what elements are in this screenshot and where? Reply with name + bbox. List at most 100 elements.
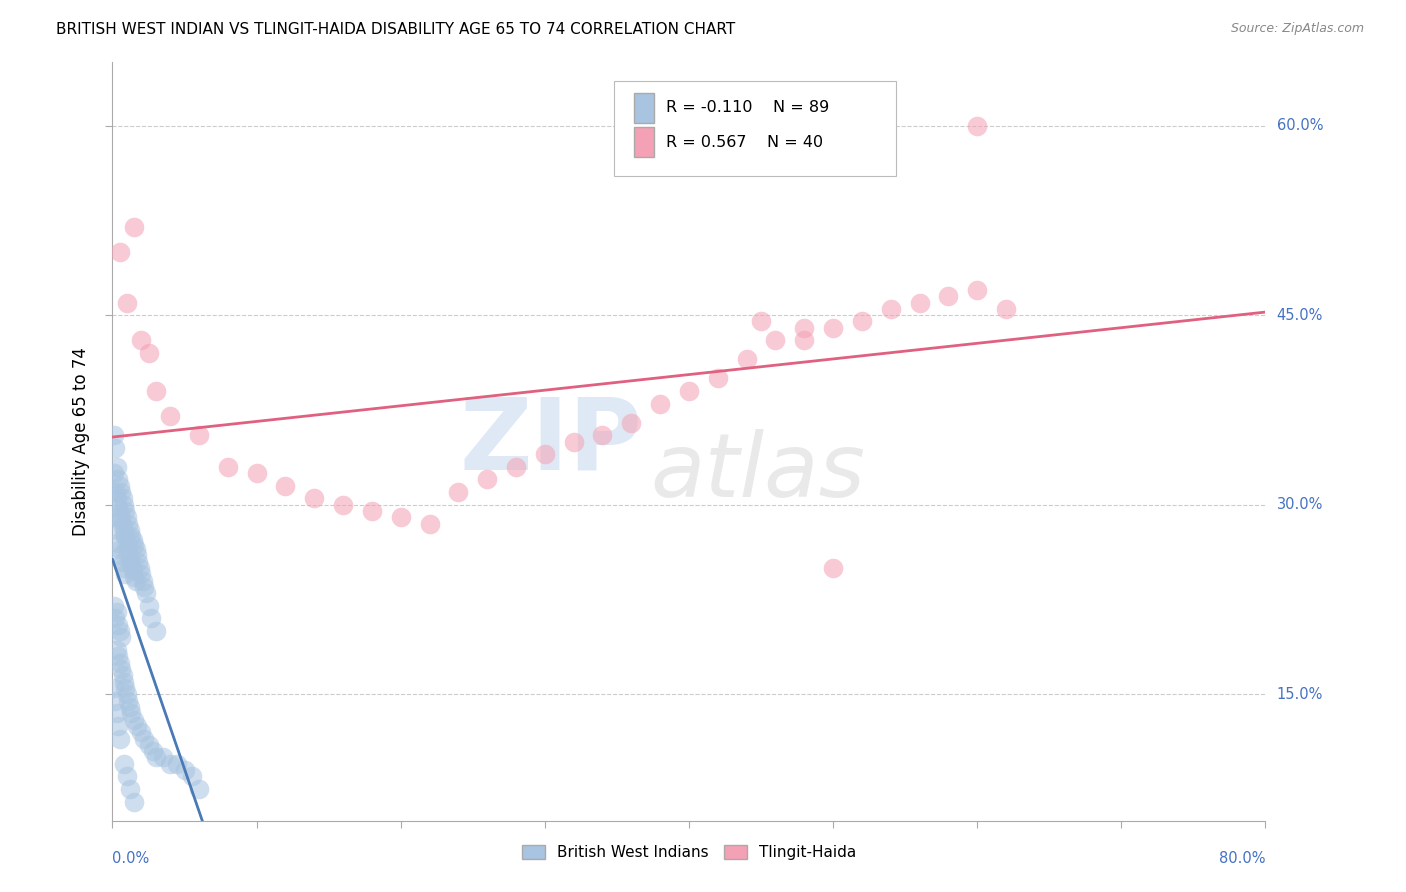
Point <box>103 681 125 695</box>
Point <box>134 580 156 594</box>
Point <box>107 535 129 549</box>
Point <box>145 384 167 398</box>
Point <box>132 574 155 588</box>
Point <box>117 516 139 531</box>
Point <box>908 295 931 310</box>
Point <box>678 384 700 398</box>
Y-axis label: Disability Age 65 to 74: Disability Age 65 to 74 <box>72 347 90 536</box>
Point <box>152 750 174 764</box>
Point <box>110 548 132 563</box>
Point <box>129 725 153 739</box>
Text: 15.0%: 15.0% <box>1277 687 1323 702</box>
Point <box>105 459 128 474</box>
Point <box>112 561 135 575</box>
Point <box>121 533 143 547</box>
Point <box>793 334 815 348</box>
Point <box>108 507 131 521</box>
Point <box>129 567 153 582</box>
Point <box>793 321 815 335</box>
Text: 30.0%: 30.0% <box>1277 497 1323 512</box>
Point <box>118 550 141 565</box>
Point <box>107 500 129 515</box>
Point <box>749 314 772 328</box>
Point <box>103 466 125 480</box>
Point <box>110 662 132 676</box>
Point <box>304 491 326 506</box>
Text: 80.0%: 80.0% <box>1219 851 1265 866</box>
Point <box>118 699 141 714</box>
Point <box>650 396 672 410</box>
Point <box>966 119 988 133</box>
Point <box>389 510 412 524</box>
Point <box>145 624 167 639</box>
Text: 45.0%: 45.0% <box>1277 308 1323 323</box>
Point <box>110 513 132 527</box>
Text: 0.0%: 0.0% <box>112 851 149 866</box>
Point <box>125 719 148 733</box>
Point <box>332 498 354 512</box>
Point <box>129 334 153 348</box>
Point <box>274 479 297 493</box>
Point <box>620 416 643 430</box>
Point <box>104 611 127 625</box>
Text: BRITISH WEST INDIAN VS TLINGIT-HAIDA DISABILITY AGE 65 TO 74 CORRELATION CHART: BRITISH WEST INDIAN VS TLINGIT-HAIDA DIS… <box>56 22 735 37</box>
Point <box>103 428 125 442</box>
Point <box>821 561 844 575</box>
Point <box>107 617 129 632</box>
Point <box>562 434 585 449</box>
Point <box>104 510 127 524</box>
Point <box>115 538 138 552</box>
Point <box>105 523 128 537</box>
Legend: British West Indians, Tlingit-Haida: British West Indians, Tlingit-Haida <box>516 838 862 866</box>
Point <box>159 756 181 771</box>
Point <box>360 504 382 518</box>
Point <box>821 321 844 335</box>
Point <box>447 485 470 500</box>
Point <box>112 674 135 689</box>
Point <box>112 498 135 512</box>
Point <box>108 244 131 259</box>
Point <box>124 574 146 588</box>
Point <box>128 561 150 575</box>
Point <box>127 555 149 569</box>
Point <box>120 529 142 543</box>
Point <box>122 570 145 584</box>
Point <box>111 491 134 506</box>
Point <box>880 301 903 316</box>
Point <box>114 567 136 582</box>
Point <box>475 473 499 487</box>
Point <box>104 441 127 455</box>
Point <box>122 713 145 727</box>
Point <box>180 769 202 783</box>
Point <box>138 738 160 752</box>
Point <box>122 795 145 809</box>
Point <box>188 428 211 442</box>
Point <box>173 763 195 777</box>
FancyBboxPatch shape <box>614 81 897 177</box>
Point <box>117 544 139 558</box>
Point <box>159 409 181 424</box>
Point <box>105 643 128 657</box>
Point <box>104 693 127 707</box>
Point <box>122 538 145 552</box>
Point <box>111 668 134 682</box>
Point <box>115 510 138 524</box>
Point <box>118 523 141 537</box>
Point <box>145 750 167 764</box>
Point <box>141 611 163 625</box>
Point <box>107 649 129 664</box>
Point <box>108 656 131 670</box>
Point <box>110 631 132 645</box>
Point <box>114 681 136 695</box>
Point <box>124 541 146 556</box>
Point <box>112 756 135 771</box>
Bar <box>634 93 654 123</box>
Point <box>246 466 269 480</box>
Text: 60.0%: 60.0% <box>1277 118 1323 133</box>
Text: R = -0.110    N = 89: R = -0.110 N = 89 <box>666 101 830 115</box>
Point <box>115 295 138 310</box>
Text: atlas: atlas <box>651 429 866 515</box>
Point <box>105 605 128 619</box>
Point <box>114 504 136 518</box>
Point <box>735 352 758 367</box>
